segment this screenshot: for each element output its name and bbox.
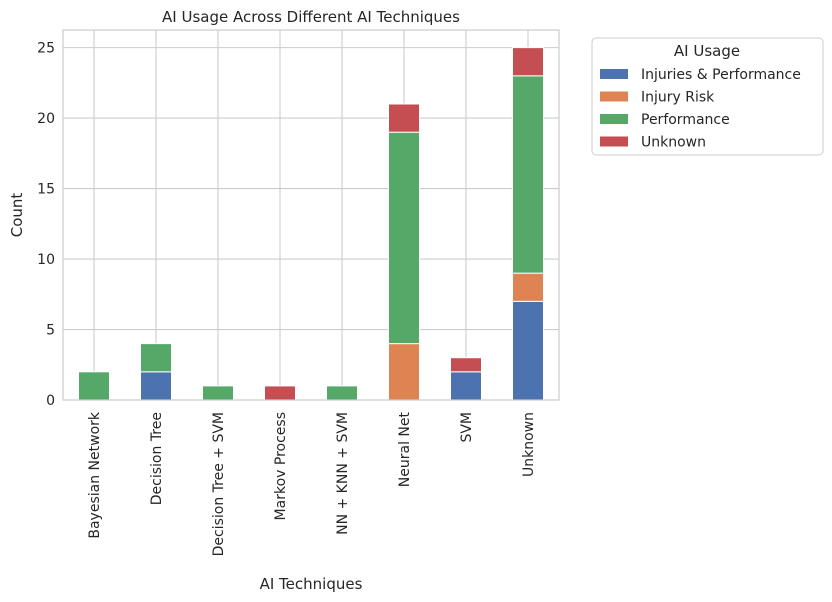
y-tick-label: 20: [37, 111, 55, 127]
legend-label: Unknown: [641, 135, 706, 151]
x-axis-title: AI Techniques: [260, 575, 363, 593]
chart-title: AI Usage Across Different AI Techniques: [162, 8, 460, 26]
y-axis-title: Count: [8, 193, 26, 238]
legend-label: Performance: [641, 112, 730, 128]
legend-frame: [591, 37, 824, 156]
y-tick-label: 0: [46, 393, 55, 409]
x-tick-label: Bayesian Network: [87, 411, 103, 539]
legend: AI Usage Injuries & Performance Injury Ri…: [591, 37, 824, 156]
bar-segment: [512, 300, 544, 401]
bar-segment: [512, 272, 544, 302]
grid: [63, 30, 559, 401]
legend-swatch: [600, 136, 628, 147]
bar-segment: [140, 371, 172, 401]
x-axis-ticks: Bayesian Network Decision Tree Decision Tr…: [87, 411, 537, 556]
x-tick-label: NN + KNN + SVM: [335, 412, 351, 535]
bar-segment: [140, 343, 172, 373]
legend-label: Injury Risk: [641, 90, 715, 106]
x-tick-label: SVM: [459, 412, 475, 443]
y-axis-ticks: 0 5 10 15 20 25: [37, 41, 55, 409]
bar-segment: [202, 385, 234, 401]
bar-segment: [388, 343, 420, 401]
legend-label: Injuries & Performance: [641, 67, 801, 83]
bar-segment: [512, 75, 544, 274]
y-tick-label: 25: [37, 41, 55, 57]
x-tick-label: Decision Tree + SVM: [211, 412, 227, 556]
bar-segment: [388, 103, 420, 133]
x-tick-label: Neural Net: [397, 411, 413, 487]
y-tick-label: 10: [37, 252, 55, 268]
bars: [78, 47, 544, 401]
legend-swatch: [600, 114, 628, 124]
x-tick-label: Markov Process: [273, 412, 289, 520]
bar-segment: [512, 47, 544, 77]
legend-swatch: [600, 69, 628, 79]
legend-swatch: [600, 91, 628, 102]
bar-segment: [388, 131, 420, 345]
bar-segment: [78, 371, 110, 401]
bar-segment: [450, 371, 482, 401]
x-tick-label: Decision Tree: [149, 412, 165, 505]
x-tick-label: Unknown: [521, 412, 537, 477]
legend-title: AI Usage: [674, 42, 740, 60]
plot-frame: [62, 29, 560, 401]
bar-segment: [450, 357, 482, 373]
bar-segment: [264, 385, 296, 401]
y-tick-label: 15: [37, 182, 55, 198]
y-tick-label: 5: [46, 323, 55, 339]
bar-segment: [326, 385, 358, 401]
